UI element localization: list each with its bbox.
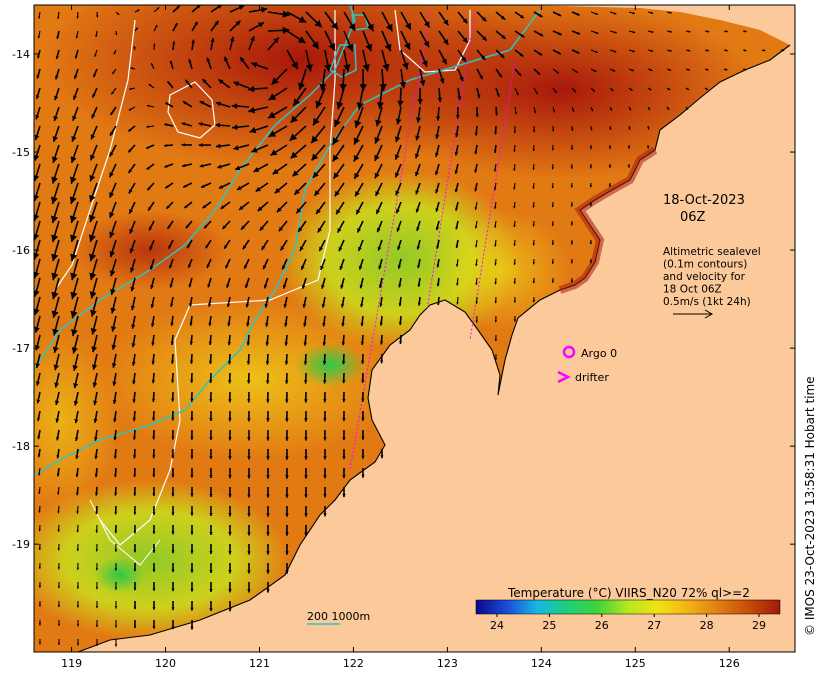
sealevel-note: Altimetric sealevel(0.1m contours)and ve…: [663, 246, 761, 308]
lat-tick-label: -16: [12, 244, 30, 257]
contour-line-southwest: [89, 499, 161, 566]
date-label-line1: 18-Oct-2023: [663, 193, 745, 208]
sealevel-note-line: 0.5m/s (1kt 24h): [663, 296, 751, 308]
lon-tick-label: 126: [719, 657, 740, 670]
velocity-scale-arrow: [673, 309, 714, 319]
lon-tick-label: 121: [249, 657, 270, 670]
drifter-track-2: [426, 9, 476, 311]
sealevel-note-line: and velocity for: [663, 271, 746, 283]
colorbar-tick-label: 24: [490, 619, 504, 632]
land-mass: [78, 5, 795, 652]
argo-label: Argo 0: [581, 347, 617, 360]
isobath-legend-label: 200 1000m: [307, 610, 370, 623]
green-patch-2: [95, 557, 145, 593]
colorbar-tick-label: 27: [647, 619, 661, 632]
velocity-arrows: [34, 5, 785, 647]
credit-text: © IMOS 23-Oct-2023 13:58:31 Hobart time: [803, 376, 817, 636]
longitude-axis: 119 120 121 122 123 124 125 126: [61, 5, 740, 670]
lon-tick-label: 124: [531, 657, 552, 670]
colorbar-tick-label: 26: [595, 619, 609, 632]
lon-tick-label: 120: [155, 657, 176, 670]
date-label-line2: 06Z: [680, 210, 706, 225]
nearshore-warm-strip: [558, 146, 658, 294]
colorbar: Temperature (°C) VIIRS_N20 72% ql>=2 24 2…: [475, 586, 781, 632]
colorbar-title: Temperature (°C) VIIRS_N20 72% ql>=2: [507, 586, 750, 600]
lon-tick-label: 119: [61, 657, 82, 670]
argo-marker: [562, 345, 576, 359]
green-patch-1: [295, 343, 365, 387]
lat-tick-label: -15: [12, 146, 30, 159]
yellow-zone-west: [34, 330, 120, 510]
drifter-label: drifter: [575, 371, 609, 384]
lon-tick-label: 122: [343, 657, 364, 670]
yellow-zone-east: [430, 210, 570, 330]
contour-line-west: [54, 19, 136, 291]
plot-frame: [33, 4, 796, 653]
yellow-zone-south: [34, 480, 290, 640]
latitude-axis: -14 -15 -16 -17 -18 -19: [12, 48, 795, 551]
lat-tick-label: -19: [12, 538, 30, 551]
colorbar-tick-label: 28: [700, 619, 714, 632]
colorbar-gradient: [475, 599, 781, 615]
isobath-200m-inner: [34, 9, 541, 476]
sealevel-note-line: Altimetric sealevel: [663, 246, 761, 258]
contour-ring-eddy: [167, 81, 216, 139]
lat-tick-label: -14: [12, 48, 30, 61]
sealevel-note-line: 18 Oct 06Z: [663, 284, 722, 296]
lon-tick-label: 125: [625, 657, 646, 670]
colorbar-tick-label: 29: [752, 619, 766, 632]
colorbar-tick-label: 25: [542, 619, 556, 632]
lat-tick-label: -18: [12, 440, 30, 453]
drifter-track-3: [469, 59, 516, 341]
lat-tick-label: -17: [12, 342, 30, 355]
sealevel-note-line: (0.1m contours): [663, 259, 747, 271]
drifter-marker: [557, 370, 571, 384]
lon-tick-label: 123: [437, 657, 458, 670]
